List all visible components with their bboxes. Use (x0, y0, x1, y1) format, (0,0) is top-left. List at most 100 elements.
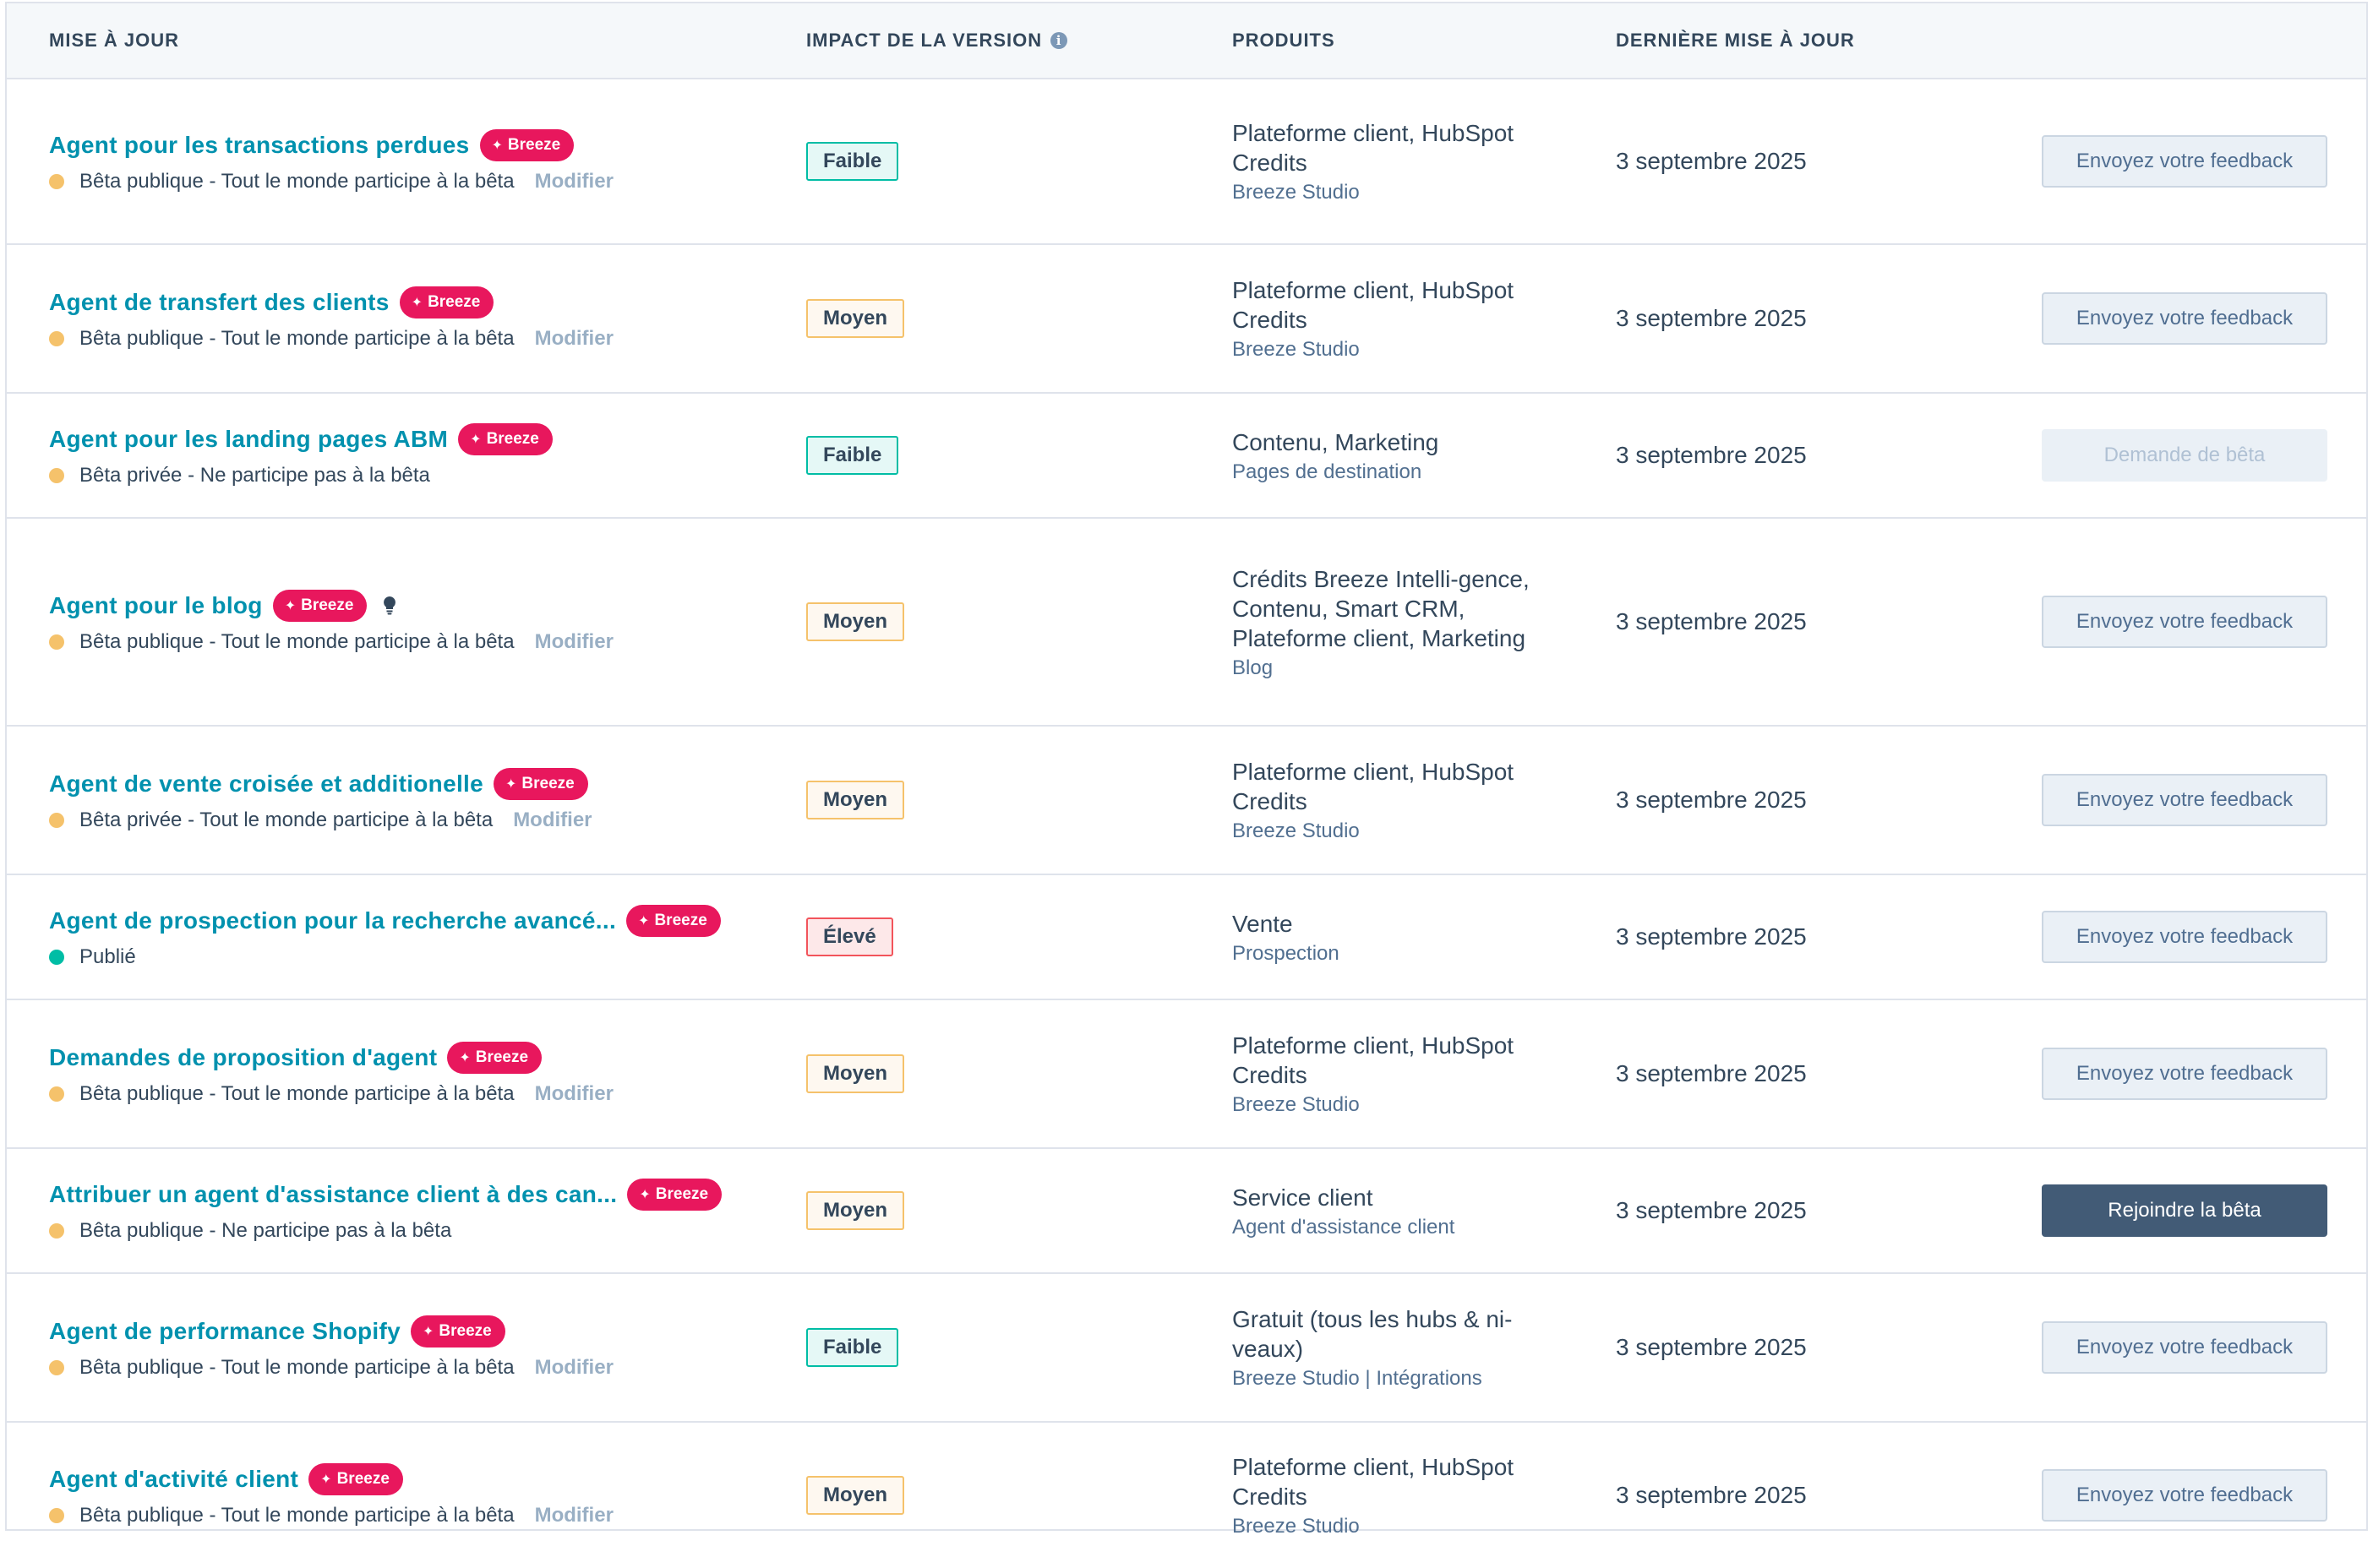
action-cell: Envoyez votre feedback (1996, 1469, 2366, 1522)
status-line: Bêta publique - Tout le monde participe … (49, 630, 806, 654)
status-line: Bêta publique - Tout le monde participe … (49, 170, 806, 193)
status-dot-icon (49, 950, 64, 965)
update-title-line: Agent de performance Shopify ✦ Breeze (49, 1315, 806, 1348)
update-title-link[interactable]: Agent pour les transactions perdues (49, 132, 470, 158)
products-text: Plateforme client, HubSpot Credits (1232, 1032, 1514, 1088)
date-cell: 3 septembre 2025 (1616, 305, 1996, 332)
row-action-button[interactable]: Envoyez votre feedback (2042, 135, 2327, 188)
last-update-date: 3 septembre 2025 (1616, 1197, 1807, 1223)
products-text: Crédits Breeze Intelli-gence, Contenu, S… (1232, 565, 1530, 651)
row-action-button[interactable]: Envoyez votre feedback (2042, 1469, 2327, 1522)
impact-cell: Faible (806, 436, 1232, 475)
sparkle-icon: ✦ (639, 1188, 651, 1202)
action-cell: Envoyez votre feedback (1996, 292, 2366, 345)
status-line: Publié (49, 945, 806, 969)
row-action-button[interactable]: Demande de bêta (2042, 429, 2327, 482)
modify-link[interactable]: Modifier (534, 630, 614, 653)
products-cell: Crédits Breeze Intelli-gence, Contenu, S… (1232, 564, 1616, 680)
breeze-badge: ✦ Breeze (308, 1463, 403, 1495)
update-cell: Agent de transfert des clients ✦ Breeze … (7, 286, 806, 351)
impact-cell: Moyen (806, 299, 1232, 338)
update-title-link[interactable]: Agent de transfert des clients (49, 289, 390, 315)
impact-tag: Moyen (806, 1054, 905, 1093)
row-action-button[interactable]: Rejoindre la bêta (2042, 1184, 2327, 1237)
impact-cell: Élevé (806, 917, 1232, 956)
column-header-update[interactable]: MISE À JOUR (49, 30, 180, 51)
breeze-badge: ✦ Breeze (272, 590, 368, 622)
column-header-products[interactable]: PRODUITS (1232, 30, 1335, 51)
products-subtext: Breeze Studio | Intégrations (1232, 1367, 1482, 1390)
update-title-link[interactable]: Agent pour les landing pages ABM (49, 426, 449, 452)
last-update-date: 3 septembre 2025 (1616, 1060, 1807, 1086)
table-row: Agent pour les landing pages ABM ✦ Breez… (7, 394, 2366, 519)
sparkle-icon: ✦ (423, 1325, 434, 1339)
status-text: Bêta publique - Tout le monde participe … (79, 630, 515, 653)
breeze-badge-label: Breeze (301, 596, 354, 614)
modify-link[interactable]: Modifier (534, 170, 614, 193)
lightbulb-icon (384, 596, 396, 615)
row-action-button[interactable]: Envoyez votre feedback (2042, 1321, 2327, 1374)
impact-cell: Moyen (806, 781, 1232, 819)
last-update-date: 3 septembre 2025 (1616, 442, 1807, 468)
table-row: Agent d'activité client ✦ Breeze Bêta pu… (7, 1423, 2366, 1568)
products-subtext: Prospection (1232, 941, 1339, 965)
row-action-button[interactable]: Envoyez votre feedback (2042, 774, 2327, 826)
status-line: Bêta privée - Ne participe pas à la bêta (49, 464, 806, 487)
status-dot-icon (49, 468, 64, 483)
products-subtext: Breeze Studio (1232, 1093, 1360, 1116)
breeze-badge: ✦ Breeze (411, 1315, 505, 1348)
products-cell: Plateforme client, HubSpot Credits Breez… (1232, 1452, 1616, 1538)
products-subtext: Breeze Studio (1232, 1515, 1360, 1538)
table-row: Agent pour le blog ✦ Breeze Bêta publiqu… (7, 519, 2366, 727)
column-header-impact[interactable]: IMPACT DE LA VERSION i (806, 3, 1232, 78)
modify-link[interactable]: Modifier (534, 1356, 614, 1379)
update-cell: Agent de prospection pour la recherche a… (7, 905, 806, 969)
last-update-date: 3 septembre 2025 (1616, 1482, 1807, 1508)
last-update-date: 3 septembre 2025 (1616, 305, 1807, 331)
breeze-badge: ✦ Breeze (447, 1042, 543, 1074)
row-action-button[interactable]: Envoyez votre feedback (2042, 1048, 2327, 1100)
info-icon[interactable]: i (1050, 32, 1068, 49)
update-title-link[interactable]: Agent d'activité client (49, 1466, 299, 1492)
update-title-link[interactable]: Agent de prospection pour la recherche a… (49, 907, 617, 934)
sparkle-icon: ✦ (284, 599, 297, 613)
modify-link[interactable]: Modifier (534, 1504, 614, 1527)
update-title-link[interactable]: Demandes de proposition d'agent (49, 1044, 438, 1070)
modify-link[interactable]: Modifier (534, 1082, 614, 1105)
status-dot-icon (49, 813, 64, 828)
update-cell: Agent pour les landing pages ABM ✦ Breez… (7, 423, 806, 487)
row-action-button[interactable]: Envoyez votre feedback (2042, 292, 2327, 345)
status-text: Bêta publique - Tout le monde participe … (79, 1356, 515, 1379)
sparkle-icon: ✦ (459, 1051, 471, 1065)
table-body: Agent pour les transactions perdues ✦ Br… (7, 79, 2366, 1568)
impact-tag: Moyen (806, 299, 905, 338)
row-action-button[interactable]: Envoyez votre feedback (2042, 911, 2327, 963)
date-cell: 3 septembre 2025 (1616, 1482, 1996, 1509)
update-title-link[interactable]: Agent de performance Shopify (49, 1318, 401, 1344)
impact-tag: Moyen (806, 781, 905, 819)
sparkle-icon: ✦ (411, 296, 423, 310)
last-update-date: 3 septembre 2025 (1616, 148, 1807, 174)
column-header-last-update[interactable]: DERNIÈRE MISE À JOUR (1616, 30, 1855, 51)
products-text: Plateforme client, HubSpot Credits (1232, 277, 1514, 333)
date-cell: 3 septembre 2025 (1616, 1197, 1996, 1224)
row-action-button[interactable]: Envoyez votre feedback (2042, 596, 2327, 648)
update-title-link[interactable]: Agent de vente croisée et additionelle (49, 770, 483, 797)
last-update-date: 3 septembre 2025 (1616, 608, 1807, 634)
breeze-badge-label: Breeze (428, 293, 481, 311)
status-dot-icon (49, 331, 64, 346)
update-title-line: Agent de transfert des clients ✦ Breeze (49, 286, 806, 318)
modify-link[interactable]: Modifier (513, 808, 592, 831)
date-cell: 3 septembre 2025 (1616, 923, 1996, 950)
update-title-link[interactable]: Attribuer un agent d'assistance client à… (49, 1181, 618, 1207)
products-text: Gratuit (tous les hubs & ni-veaux) (1232, 1306, 1513, 1362)
update-title-line: Agent de vente croisée et additionelle ✦… (49, 768, 806, 800)
status-line: Bêta publique - Tout le monde participe … (49, 327, 806, 351)
update-title-link[interactable]: Agent pour le blog (49, 592, 263, 618)
status-dot-icon (49, 1360, 64, 1375)
table-row: Demandes de proposition d'agent ✦ Breeze… (7, 1000, 2366, 1149)
products-subtext: Pages de destination (1232, 460, 1422, 483)
status-line: Bêta publique - Tout le monde participe … (49, 1082, 806, 1106)
update-cell: Agent pour les transactions perdues ✦ Br… (7, 129, 806, 193)
modify-link[interactable]: Modifier (534, 327, 614, 350)
